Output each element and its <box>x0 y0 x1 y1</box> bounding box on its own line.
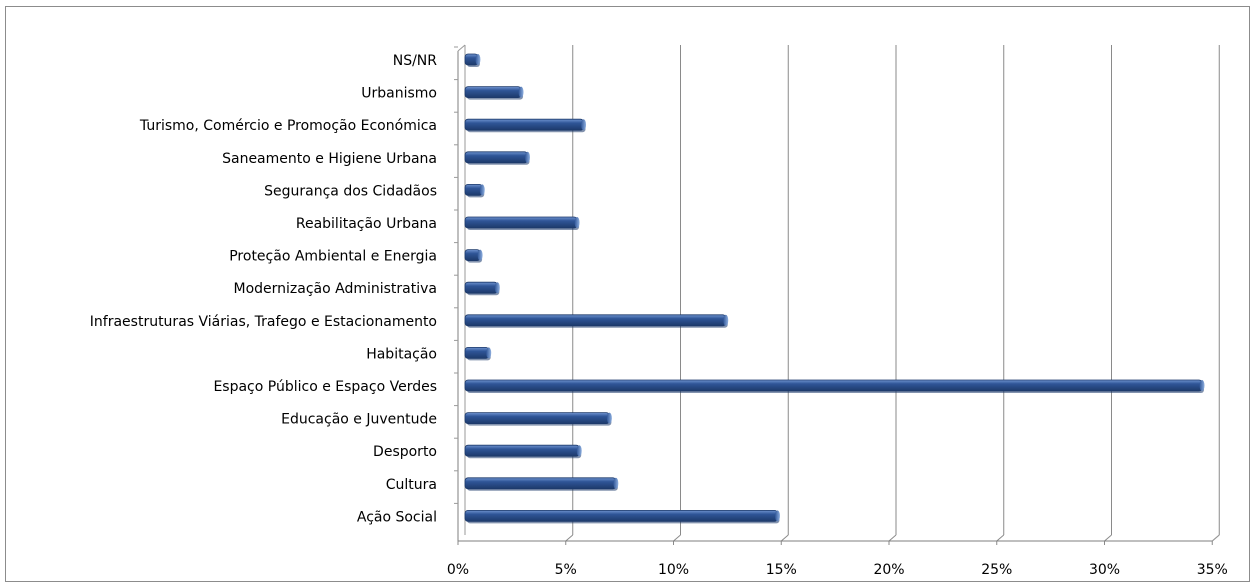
bar-body <box>464 412 610 425</box>
bar-cap <box>581 119 587 131</box>
gridline-floor <box>888 534 897 542</box>
bar <box>464 151 530 165</box>
bar <box>464 249 483 263</box>
bar-cap <box>723 314 729 326</box>
bar <box>464 86 524 100</box>
x-tick-label: 0% <box>447 562 469 578</box>
category-label: Proteção Ambiental e Energia <box>229 249 437 265</box>
bar-body <box>464 379 1203 392</box>
bar-cap <box>606 412 612 424</box>
x-tick-label: 20% <box>873 562 904 578</box>
bar <box>464 379 1205 393</box>
category-label: Cultura <box>386 477 437 493</box>
gridline-floor <box>673 534 681 542</box>
category-label: Infraestruturas Viárias, Trafego e Estac… <box>90 314 437 330</box>
labels: 0% 5% 10% 15% 20% 25% 30% 35% Ação Social Cultura… <box>90 53 1228 578</box>
bar-cap <box>576 445 582 457</box>
bar-body <box>464 444 580 457</box>
bar <box>464 216 580 230</box>
category-label: Ação Social <box>357 509 437 525</box>
bar-cap <box>477 249 483 261</box>
bar <box>464 281 500 296</box>
x-tick-label: 35% <box>1197 562 1228 578</box>
bar-body <box>464 314 727 327</box>
bar-cap <box>518 86 524 98</box>
gridline-floor <box>565 534 574 542</box>
category-label: Reabilitação Urbana <box>296 216 437 232</box>
bar-body <box>464 86 522 98</box>
bar <box>464 118 587 133</box>
floor-right-edge <box>1211 534 1220 542</box>
bar <box>464 477 619 491</box>
bar-cap <box>1199 380 1205 391</box>
category-label: Segurança dos Cidadãos <box>264 183 437 199</box>
bar-body <box>464 118 584 131</box>
category-label: Saneamento e Higiene Urbana <box>222 151 437 167</box>
bar-body <box>464 216 578 229</box>
bar-body <box>464 346 490 359</box>
bar-cap <box>486 347 492 359</box>
bar-cap <box>524 151 530 163</box>
bar-cap <box>475 54 481 65</box>
bar-body <box>464 151 528 164</box>
bar <box>464 444 582 459</box>
x-tick-label: 15% <box>766 562 797 578</box>
x-tick-label: 30% <box>1089 562 1120 578</box>
bar-body <box>464 183 483 196</box>
bar <box>464 314 729 328</box>
gridline-floor <box>996 534 1005 542</box>
bar-body <box>464 281 498 294</box>
bar-body <box>464 477 617 490</box>
bar-cap <box>574 217 580 228</box>
bar-cap <box>774 510 780 522</box>
chart-frame <box>5 6 1250 582</box>
bar <box>464 412 612 426</box>
bar-cap <box>479 184 485 196</box>
category-label: Modernização Administrativa <box>233 281 437 297</box>
bar <box>464 53 481 67</box>
bar <box>464 509 780 524</box>
category-label: Espaço Público e Espaço Verdes <box>213 379 437 395</box>
bar-body <box>464 509 778 522</box>
category-label: Turismo, Comércio e Promoção Económica <box>139 118 437 134</box>
gridline-floor <box>1104 534 1112 542</box>
gridlines <box>565 45 1220 542</box>
category-label: Urbanismo <box>361 86 437 102</box>
gridline-floor <box>780 534 789 542</box>
bars <box>464 53 1205 524</box>
category-label: Educação e Juventude <box>281 412 437 428</box>
bar-cap <box>613 477 619 489</box>
category-label: NS/NR <box>393 53 438 69</box>
x-tick-label: 25% <box>981 562 1012 578</box>
category-label: Desporto <box>373 444 437 460</box>
x-tick-label: 5% <box>555 562 577 578</box>
wall-top-edge <box>457 44 466 52</box>
bar <box>464 183 485 198</box>
bar <box>464 346 492 361</box>
category-label: Habitação <box>366 346 437 362</box>
bar-cap <box>494 282 500 294</box>
x-tick-label: 10% <box>658 562 689 578</box>
